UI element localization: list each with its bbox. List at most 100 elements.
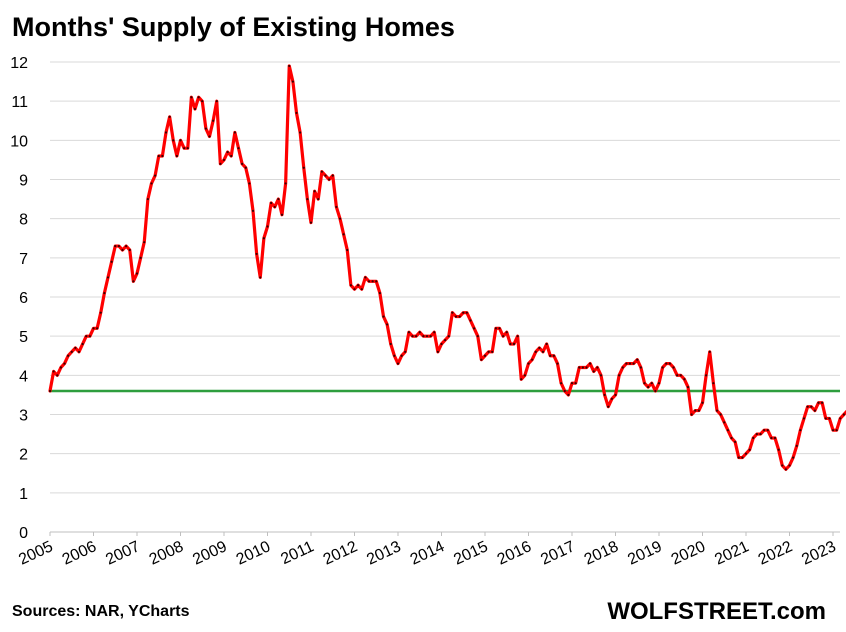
data-point [734, 440, 737, 444]
x-tick-label: 2021 [712, 538, 752, 568]
data-point [237, 147, 240, 150]
brand-logo-text: WOLFSTREET.com [607, 598, 826, 625]
data-point [364, 276, 367, 279]
data-point [748, 448, 751, 451]
data-point [179, 139, 182, 142]
data-point [85, 335, 88, 338]
data-point [331, 174, 334, 177]
data-point [190, 96, 193, 99]
data-point [690, 413, 693, 416]
data-point [172, 139, 175, 142]
gridlines [50, 61, 840, 494]
data-point [668, 362, 671, 365]
data-point [781, 464, 784, 467]
data-point [396, 362, 400, 365]
data-point [222, 158, 226, 162]
data-point [415, 335, 418, 338]
data-point [589, 362, 592, 365]
data-point [737, 456, 740, 459]
data-point [512, 342, 516, 346]
data-point [679, 374, 682, 377]
data-point [520, 378, 523, 381]
data-point [465, 311, 468, 314]
data-point [516, 335, 519, 338]
data-point [719, 413, 722, 416]
data-point [596, 366, 599, 369]
data-point [835, 429, 838, 432]
data-point [99, 311, 102, 314]
data-point [375, 280, 378, 283]
data-point [458, 315, 461, 318]
y-tick-label: 3 [19, 408, 28, 425]
data-point [146, 197, 149, 201]
data-point [647, 385, 650, 389]
data-point [425, 335, 429, 338]
x-tick-label: 2008 [147, 538, 187, 568]
data-point [773, 436, 777, 440]
data-point [226, 150, 229, 154]
data-point [806, 405, 809, 408]
data-point [712, 382, 715, 385]
x-tick-label: 2017 [538, 538, 578, 568]
data-point [462, 311, 465, 314]
data-point [483, 354, 487, 357]
chart-title: Months' Supply of Existing Homes [12, 12, 455, 42]
data-point [752, 436, 755, 440]
data-point [567, 393, 570, 397]
y-tick-label: 11 [11, 94, 28, 111]
data-point [436, 350, 439, 353]
data-point [161, 154, 164, 158]
data-point [313, 190, 316, 193]
data-point [233, 131, 236, 134]
data-point [324, 174, 327, 177]
data-point [77, 350, 81, 353]
data-point [676, 374, 679, 377]
y-tick-label: 2 [19, 447, 28, 464]
data-point [531, 358, 534, 361]
x-tick-label: 2019 [625, 538, 665, 568]
data-point [451, 311, 454, 314]
data-point [788, 464, 791, 467]
data-point [454, 315, 458, 318]
data-point [755, 432, 758, 436]
data-point [353, 288, 356, 291]
y-tick-label: 9 [19, 173, 28, 190]
data-point [654, 389, 657, 393]
data-point [723, 421, 726, 424]
data-point [802, 417, 806, 420]
data-point [357, 284, 360, 287]
data-point [813, 409, 816, 412]
data-point [418, 331, 421, 334]
data-point [661, 366, 664, 369]
data-point [650, 382, 653, 385]
y-tick-label: 10 [10, 133, 28, 150]
data-point [444, 338, 447, 342]
data-point [534, 350, 537, 353]
data-point [204, 127, 207, 130]
data-point [125, 244, 128, 248]
data-point [121, 248, 124, 252]
data-point [744, 452, 748, 455]
data-point [574, 382, 577, 385]
data-point [56, 374, 59, 377]
data-point [335, 205, 338, 209]
data-point [106, 276, 110, 279]
data-point [469, 319, 472, 322]
data-point [103, 291, 106, 295]
series-points [48, 64, 845, 471]
data-point [636, 358, 639, 361]
data-point [132, 280, 135, 283]
data-point [607, 405, 610, 408]
data-point [643, 382, 646, 385]
x-tick-label: 2006 [60, 538, 100, 568]
data-point [244, 166, 247, 169]
data-point [715, 409, 719, 412]
data-point [288, 64, 291, 68]
data-point [241, 162, 244, 165]
x-tick-label: 2018 [582, 538, 622, 568]
data-point [639, 366, 642, 369]
data-point [828, 417, 831, 420]
y-tick-label: 6 [19, 290, 28, 307]
data-point [821, 401, 824, 404]
data-point [476, 335, 479, 338]
